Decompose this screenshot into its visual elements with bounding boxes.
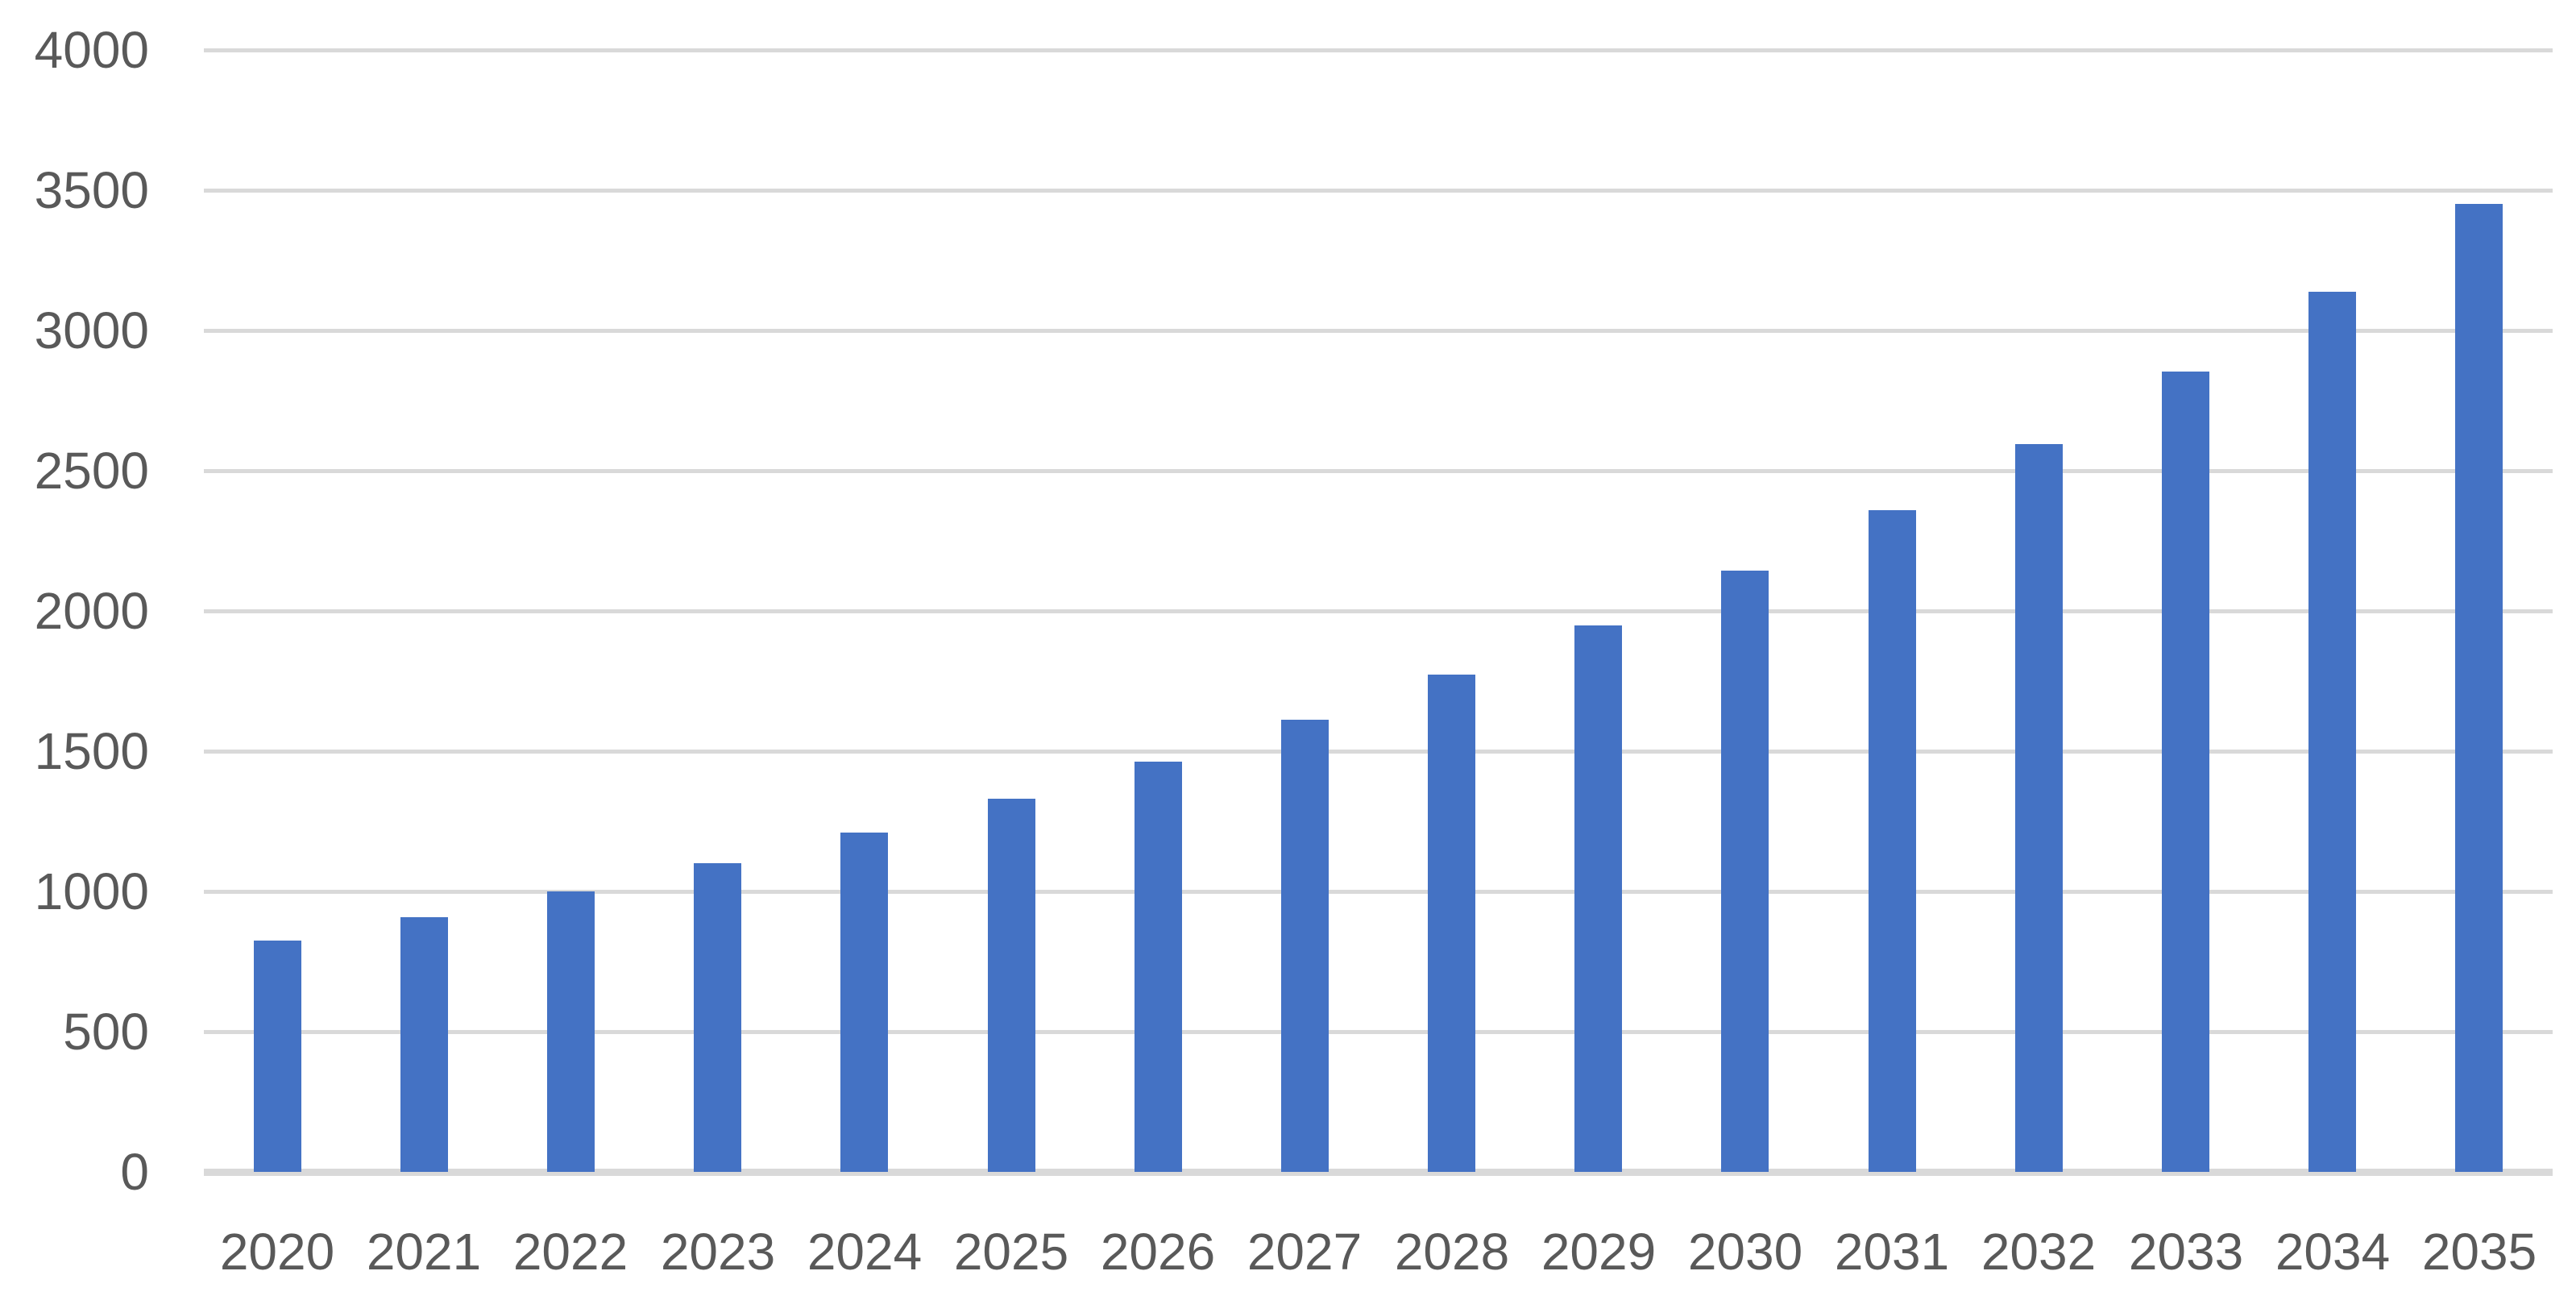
x-axis-tick-label: 2029 bbox=[1541, 1223, 1657, 1281]
x-axis-tick-label: 2024 bbox=[807, 1223, 923, 1281]
x-axis-tick-label: 2026 bbox=[1100, 1223, 1216, 1281]
bar-2030 bbox=[1721, 571, 1769, 1172]
y-axis-tick-label: 2000 bbox=[34, 582, 149, 640]
x-axis-tick-label: 2033 bbox=[2128, 1223, 2244, 1281]
bar-2026 bbox=[1135, 762, 1182, 1172]
horizontal-gridline bbox=[204, 329, 2553, 333]
y-axis-tick-label: 500 bbox=[63, 1003, 149, 1061]
bar-2022 bbox=[547, 891, 595, 1172]
x-axis-line bbox=[204, 1169, 2553, 1176]
x-axis-tick-label: 2020 bbox=[219, 1223, 335, 1281]
y-axis-tick-label: 0 bbox=[120, 1143, 149, 1201]
y-axis-tick-label: 1500 bbox=[34, 722, 149, 780]
bar-2027 bbox=[1281, 720, 1329, 1172]
bar-2025 bbox=[988, 799, 1035, 1172]
x-axis-tick-label: 2022 bbox=[512, 1223, 628, 1281]
bar-2029 bbox=[1574, 625, 1622, 1172]
horizontal-gridline bbox=[204, 189, 2553, 193]
x-axis-tick-label: 2025 bbox=[953, 1223, 1069, 1281]
y-axis-tick-label: 3000 bbox=[34, 301, 149, 359]
horizontal-gridline bbox=[204, 1030, 2553, 1034]
horizontal-gridline bbox=[204, 48, 2553, 52]
x-axis-tick-label: 2023 bbox=[660, 1223, 776, 1281]
bar-2033 bbox=[2162, 372, 2209, 1172]
x-axis-tick-label: 2028 bbox=[1394, 1223, 1510, 1281]
bar-2020 bbox=[254, 941, 301, 1172]
bar-2028 bbox=[1428, 675, 1475, 1172]
x-axis-tick-label: 2031 bbox=[1834, 1223, 1950, 1281]
bar-2031 bbox=[1869, 510, 1916, 1172]
y-axis-tick-label: 4000 bbox=[34, 21, 149, 79]
y-axis-tick-label: 1000 bbox=[34, 862, 149, 920]
y-axis-tick-label: 2500 bbox=[34, 442, 149, 500]
bar-2023 bbox=[694, 863, 741, 1172]
x-axis-tick-label: 2030 bbox=[1687, 1223, 1803, 1281]
horizontal-gridline bbox=[204, 750, 2553, 754]
bar-2032 bbox=[2015, 444, 2063, 1172]
bar-2035 bbox=[2455, 204, 2503, 1172]
x-axis-tick-label: 2034 bbox=[2275, 1223, 2391, 1281]
x-axis-tick-label: 2032 bbox=[1981, 1223, 2097, 1281]
horizontal-gridline bbox=[204, 609, 2553, 613]
y-axis-tick-label: 3500 bbox=[34, 161, 149, 219]
horizontal-gridline bbox=[204, 469, 2553, 473]
x-axis-tick-label: 2027 bbox=[1247, 1223, 1363, 1281]
x-axis-tick-label: 2035 bbox=[2421, 1223, 2537, 1281]
bar-2021 bbox=[400, 917, 448, 1172]
bar-2034 bbox=[2308, 292, 2356, 1172]
horizontal-gridline bbox=[204, 890, 2553, 894]
x-axis-tick-label: 2021 bbox=[366, 1223, 482, 1281]
bar-2024 bbox=[840, 833, 888, 1172]
